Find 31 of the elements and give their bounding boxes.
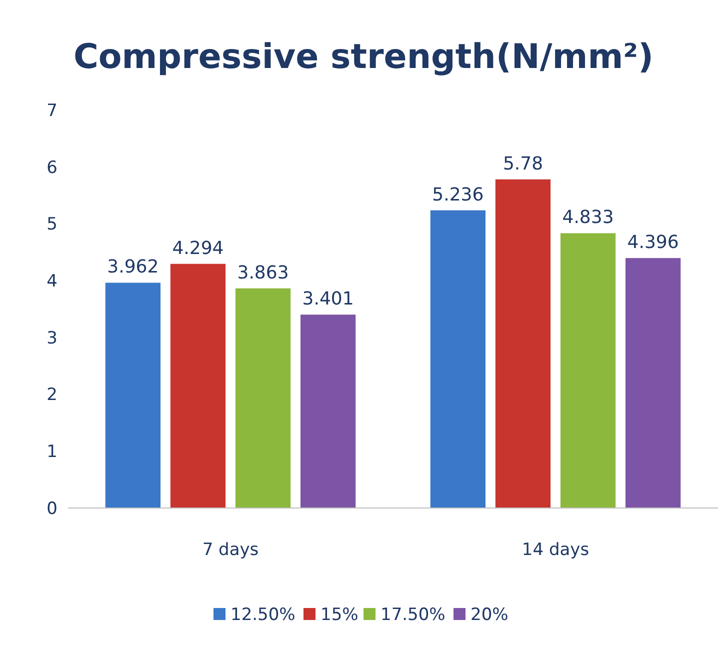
y-tick-label: 2	[46, 385, 58, 406]
data-label: 3.401	[302, 288, 354, 310]
bar	[235, 288, 291, 508]
y-tick-label: 0	[46, 498, 58, 519]
data-label: 5.78	[502, 153, 544, 174]
y-tick-label: 1	[46, 442, 58, 462]
legend-label: 15%	[320, 604, 358, 625]
y-tick-label: 3	[46, 328, 58, 348]
legend-label: 17.50%	[380, 604, 446, 625]
data-label: 5.236	[432, 184, 484, 206]
x-tick-label: 14 days	[522, 540, 590, 560]
bar	[495, 179, 551, 508]
x-tick-label: 7 days	[202, 540, 259, 560]
data-label: 4.396	[627, 232, 679, 254]
bar	[105, 282, 160, 508]
legend-label: 20%	[470, 604, 508, 625]
data-label: 4.294	[172, 238, 224, 259]
y-tick-label: 6	[46, 158, 58, 178]
y-tick-label: 7	[46, 100, 58, 121]
bar	[430, 210, 486, 508]
data-label: 4.833	[562, 207, 614, 228]
bar	[170, 264, 226, 508]
bar	[560, 233, 616, 508]
chart-title: Compressive strength(N/mm²)	[73, 37, 654, 77]
bar	[300, 314, 356, 508]
bar	[626, 258, 681, 508]
y-tick-label: 4	[46, 272, 58, 292]
data-label: 3.962	[107, 256, 159, 278]
data-label: 3.863	[237, 262, 289, 284]
legend-label: 12.50%	[230, 604, 296, 625]
y-tick-label: 5	[46, 214, 58, 235]
